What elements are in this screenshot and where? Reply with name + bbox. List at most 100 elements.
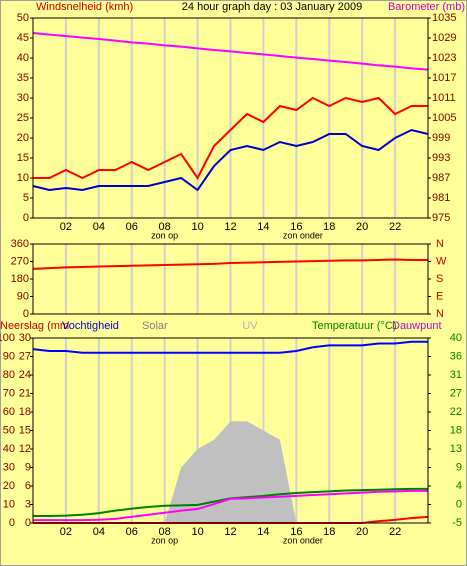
y3-tick-label: 27	[19, 350, 31, 362]
y-tick-label: 180	[11, 273, 29, 285]
y2-tick-label: 18	[450, 424, 462, 436]
y-tick-label: 80	[3, 369, 15, 381]
plot-border	[32, 17, 429, 219]
y-tick-label: 40	[3, 443, 15, 455]
y2-tick-label: 987	[432, 172, 450, 184]
y3-tick-label: 3	[25, 498, 31, 510]
y-tick-label: 25	[17, 112, 29, 124]
series-line	[33, 489, 428, 522]
y3-tick-label: 30	[19, 332, 31, 344]
x-tick-label: 20	[356, 526, 368, 538]
chart-title: 24 hour graph day : 03 January 2009	[182, 1, 362, 13]
series-line	[33, 96, 428, 180]
y2-tick-label: 993	[432, 152, 450, 164]
y-tick-label: 270	[11, 255, 29, 267]
y2-tick-label: 22	[450, 406, 462, 418]
y-tick-label: 45	[17, 32, 29, 44]
y-tick-label: 10	[17, 172, 29, 184]
x-tick-label: 16	[290, 221, 302, 233]
y-tick-label: 0	[9, 517, 15, 529]
y2-tick-label: -5	[452, 517, 462, 529]
x-tick-label: 04	[93, 526, 105, 538]
barometer-axis-label: Barometer (mb)	[388, 1, 465, 13]
x-tick-label: 14	[257, 526, 269, 538]
y2-tick-label: 40	[450, 332, 462, 344]
y-tick-label: 30	[3, 461, 15, 473]
series-label: Solar	[142, 320, 168, 332]
y2-tick-label: N	[436, 238, 444, 250]
x-tick-label: 08	[159, 526, 171, 538]
x-tick-label: 12	[224, 221, 236, 233]
x-tick-label: 14	[257, 221, 269, 233]
y2-tick-label: 13	[450, 443, 462, 455]
y-tick-label: 5	[23, 192, 29, 204]
y2-tick-label: 1011	[432, 92, 456, 104]
x-tick-label: 12	[224, 526, 236, 538]
y-tick-label: 0	[23, 308, 29, 320]
y2-tick-label: 27	[450, 387, 462, 399]
y-tick-label: 60	[3, 406, 15, 418]
sun-annotation: zon op	[151, 535, 178, 545]
x-tick-label: 02	[60, 526, 72, 538]
x-tick-label: 06	[126, 526, 138, 538]
x-tick-label: 22	[389, 221, 401, 233]
y2-tick-label: 9	[456, 461, 462, 473]
plot-border	[32, 337, 429, 524]
x-tick-label: 02	[60, 221, 72, 233]
x-tick-label: 16	[290, 526, 302, 538]
x-tick-label: 18	[323, 221, 335, 233]
y2-tick-label: 31	[450, 369, 462, 381]
y-tick-label: 100	[0, 332, 15, 344]
y2-tick-label: S	[436, 273, 443, 285]
x-tick-label: 20	[356, 221, 368, 233]
y2-tick-label: 36	[450, 350, 462, 362]
series-label: Temperatuur (°C)	[312, 320, 396, 332]
y3-tick-label: 18	[19, 406, 31, 418]
y-tick-label: 10	[3, 498, 15, 510]
solar-area	[33, 421, 428, 523]
plot-border	[32, 243, 429, 315]
y2-tick-label: 4	[456, 480, 462, 492]
y3-tick-label: 0	[25, 517, 31, 529]
x-tick-label: 08	[159, 221, 171, 233]
series-line	[32, 32, 429, 71]
wind-axis-label: Windsnelheid (kmh)	[36, 1, 133, 13]
y2-tick-label: N	[436, 308, 444, 320]
y3-tick-label: 12	[19, 443, 31, 455]
y-tick-label: 50	[3, 424, 15, 436]
x-tick-label: 04	[93, 221, 105, 233]
y-tick-label: 360	[11, 238, 29, 250]
y-tick-label: 70	[3, 387, 15, 399]
series-label: Dauwpunt	[392, 320, 442, 332]
y-tick-label: 20	[17, 132, 29, 144]
series-label: Neerslag (mm	[0, 320, 69, 332]
series-line	[32, 258, 428, 270]
sun-annotation: zon op	[151, 230, 178, 240]
x-tick-label: 18	[323, 526, 335, 538]
y2-tick-label: W	[436, 255, 447, 267]
sun-annotation: zon onder	[283, 230, 323, 240]
x-tick-label: 10	[191, 221, 203, 233]
y-tick-label: 90	[3, 350, 15, 362]
y-tick-label: 20	[3, 480, 15, 492]
y-tick-label: 30	[17, 92, 29, 104]
y-tick-label: 15	[17, 152, 29, 164]
series-line	[32, 340, 428, 354]
y2-tick-label: 0	[456, 498, 462, 510]
series-label: Vochtigheid	[62, 320, 119, 332]
y2-tick-label: 1005	[432, 112, 456, 124]
y3-tick-label: 6	[25, 480, 31, 492]
y-tick-label: 50	[17, 12, 29, 24]
x-tick-label: 06	[126, 221, 138, 233]
y3-tick-label: 9	[25, 461, 31, 473]
y2-tick-label: 981	[432, 192, 450, 204]
y2-tick-label: 975	[432, 212, 450, 224]
x-tick-label: 10	[191, 526, 203, 538]
y2-tick-label: E	[436, 290, 443, 302]
y-tick-label: 0	[23, 212, 29, 224]
y3-tick-label: 15	[19, 424, 31, 436]
series-line	[32, 128, 429, 192]
y-tick-label: 35	[17, 72, 29, 84]
y-tick-label: 90	[17, 290, 29, 302]
y3-tick-label: 21	[19, 387, 31, 399]
